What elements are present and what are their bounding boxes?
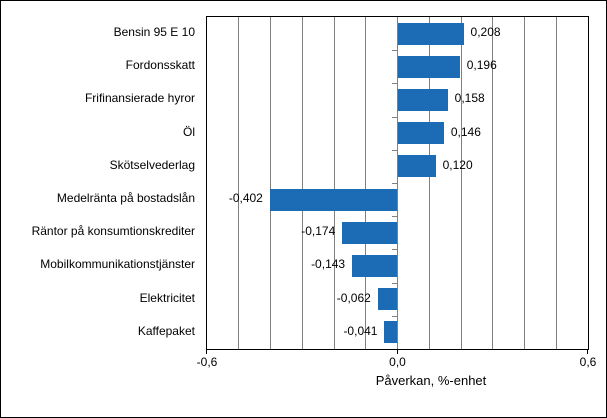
bar xyxy=(269,188,398,211)
bar-value-label: 0,208 xyxy=(470,25,501,39)
category-tick-mark xyxy=(392,149,397,151)
gridline xyxy=(238,17,240,349)
bar-value-label: 0,196 xyxy=(466,58,497,73)
category-label: Skötselvederlag xyxy=(109,157,195,172)
category-tick-mark xyxy=(392,116,397,118)
x-axis-tick-label: 0,0 xyxy=(389,355,406,369)
x-axis-tick-mark xyxy=(587,349,588,354)
bar-value-label: -0,143 xyxy=(311,257,346,272)
category-tick-mark xyxy=(392,315,397,317)
category-label: Mobilkommunikationstjänster xyxy=(40,257,195,272)
x-axis-tick-label: 0,6 xyxy=(579,355,597,369)
category-label: Räntor på konsumtionskrediter xyxy=(31,224,195,239)
bar xyxy=(397,89,448,111)
category-label: Öl xyxy=(183,124,195,139)
gridline xyxy=(524,17,525,349)
bar-value-label: -0,041 xyxy=(343,323,378,338)
category-label: Kaffepaket xyxy=(137,323,195,338)
category-tick-mark xyxy=(392,216,397,218)
bar xyxy=(397,55,460,78)
bar-value-label: 0,158 xyxy=(454,91,485,106)
gridline xyxy=(460,17,462,349)
category-tick-mark xyxy=(392,249,397,251)
bar-value-label: 0,120 xyxy=(442,157,473,172)
gridline xyxy=(333,17,335,349)
x-axis-tick-mark xyxy=(396,349,398,354)
category-label: Medelränta på bostadslån xyxy=(56,191,195,205)
zero-axis-line xyxy=(397,17,398,349)
bar-value-label: -0,062 xyxy=(336,290,371,305)
bar xyxy=(352,255,398,277)
plot-area xyxy=(206,16,589,350)
category-tick-mark xyxy=(392,183,397,184)
category-label: Bensin 95 E 10 xyxy=(113,25,195,39)
gridline xyxy=(428,17,430,349)
category-label: Elektricitet xyxy=(139,290,195,305)
category-tick-mark xyxy=(392,282,397,284)
category-label: Fordonsskatt xyxy=(125,58,195,73)
gridline xyxy=(555,17,557,349)
category-tick-mark xyxy=(392,50,397,52)
x-axis-tick-label: -0,6 xyxy=(196,355,218,369)
gridline xyxy=(492,17,494,349)
x-axis-tick-mark xyxy=(206,349,207,354)
category-label: Frifinansierade hyror xyxy=(84,91,195,106)
bar xyxy=(377,288,398,311)
category-tick-mark xyxy=(392,83,397,85)
bar-value-label: -0,402 xyxy=(228,191,263,205)
x-axis-title: Påverkan, %-enhet xyxy=(375,373,487,388)
bar xyxy=(384,321,398,344)
bar xyxy=(397,122,444,145)
bar-value-label: -0,174 xyxy=(301,224,336,239)
bar-value-label: 0,146 xyxy=(450,124,481,139)
bar xyxy=(397,155,436,178)
gridline xyxy=(365,17,367,349)
gridline xyxy=(301,17,303,349)
bar xyxy=(342,221,398,244)
gridline xyxy=(270,17,271,349)
bar xyxy=(397,22,464,45)
